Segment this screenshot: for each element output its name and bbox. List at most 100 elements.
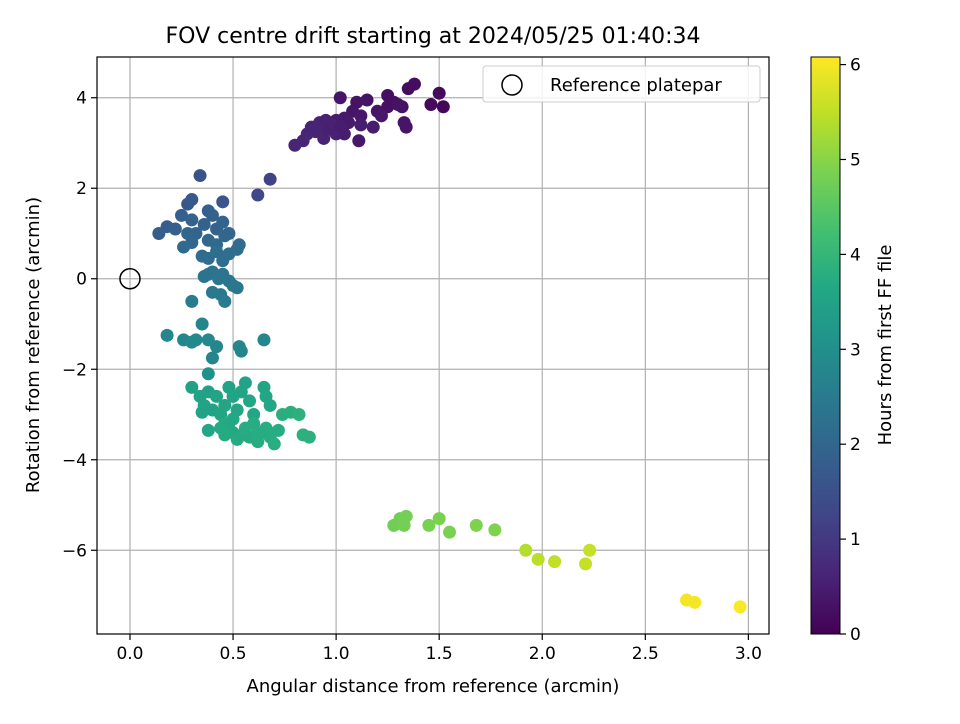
data-point [210, 389, 224, 403]
data-point [181, 226, 195, 240]
colorbar-label: Hours from first FF file [875, 245, 896, 446]
colorbar-ticks: 0 1 2 3 4 5 6 [840, 56, 861, 645]
data-point [352, 134, 366, 148]
data-point [234, 344, 248, 358]
data-point [222, 226, 236, 240]
data-point [243, 394, 257, 408]
plot-frame [96, 56, 770, 635]
data-point [185, 294, 199, 308]
data-point [354, 109, 368, 123]
data-point [292, 408, 306, 422]
data-point [257, 333, 271, 347]
data-point [436, 100, 450, 114]
data-point [432, 86, 446, 100]
data-point [185, 380, 199, 394]
data-point [267, 437, 281, 451]
colorbar-tick-label: 2 [850, 435, 861, 455]
data-point [185, 193, 199, 207]
data-point [424, 98, 438, 112]
data-point [366, 120, 380, 134]
data-point [218, 428, 232, 442]
data-point [333, 91, 347, 105]
y-tick-label: −6 [62, 541, 87, 561]
x-tick-label: 0.5 [220, 644, 247, 664]
data-point [271, 423, 285, 437]
data-point [205, 351, 219, 365]
data-point [519, 543, 533, 557]
colorbar-tick-label: 5 [850, 150, 861, 170]
data-point [238, 376, 252, 390]
data-point [168, 222, 182, 236]
data-point [216, 195, 230, 209]
data-point [350, 95, 364, 109]
data-point [195, 317, 209, 331]
data-point [548, 555, 562, 569]
data-point [218, 294, 232, 308]
legend-marker-reference [501, 74, 523, 96]
data-point [302, 430, 316, 444]
data-point [374, 109, 388, 123]
data-point [531, 552, 545, 566]
data-point [432, 512, 446, 526]
legend: Reference platepar [482, 65, 761, 103]
data-point [251, 426, 265, 440]
data-point [197, 217, 211, 231]
data-point [337, 127, 351, 141]
colorbar-tick-label: 6 [850, 56, 861, 76]
data-point [583, 543, 597, 557]
reference-layer [119, 267, 141, 290]
y-axis-ticks: −6 −4 −2 0 2 4 [62, 89, 97, 561]
x-tick-label: 2.0 [529, 644, 556, 664]
data-point [201, 423, 215, 437]
x-axis-ticks: 0.0 0.5 1.0 1.5 2.0 2.5 3.0 [116, 634, 762, 664]
plot-area [96, 56, 770, 635]
legend-box [482, 65, 761, 103]
data-point [201, 367, 215, 381]
grid-lines [97, 57, 769, 634]
data-point [579, 557, 593, 571]
data-point [210, 340, 224, 354]
data-point [395, 100, 409, 114]
y-axis-label: Rotation from reference (arcmin) [23, 197, 44, 493]
colorbar-tick-label: 0 [850, 625, 861, 645]
data-point [218, 398, 232, 412]
y-tick-label: 4 [76, 89, 87, 109]
data-point [263, 172, 277, 186]
colorbar: 0 1 2 3 4 5 6 Hours from first FF file [810, 56, 896, 645]
data-point [177, 240, 191, 254]
data-point [226, 412, 240, 426]
x-tick-label: 3.0 [735, 644, 762, 664]
x-tick-label: 0.0 [116, 644, 143, 664]
colorbar-tick-label: 1 [850, 530, 861, 550]
data-point [354, 118, 368, 132]
data-point [216, 215, 230, 229]
data-point [360, 93, 374, 107]
data-point [399, 120, 413, 134]
data-point [488, 523, 502, 537]
colorbar-tick-label: 3 [850, 340, 861, 360]
data-point [407, 77, 421, 91]
colorbar-tick-label: 4 [850, 245, 861, 265]
chart-title: FOV centre drift starting at 2024/05/25 … [166, 24, 701, 49]
data-point [185, 213, 199, 227]
data-point [251, 188, 265, 202]
y-tick-label: −2 [62, 360, 87, 380]
data-point [160, 328, 174, 342]
data-point [230, 281, 244, 295]
data-point [263, 398, 277, 412]
data-point [422, 518, 436, 532]
data-point [688, 595, 702, 609]
data-point [319, 113, 333, 127]
colorbar-gradient [810, 56, 841, 635]
data-point [469, 518, 483, 532]
data-point [247, 408, 261, 422]
data-point [205, 208, 219, 222]
reference-platepar-marker [119, 267, 141, 290]
data-points [152, 77, 747, 614]
x-tick-label: 2.5 [632, 644, 659, 664]
data-point [193, 169, 207, 183]
data-point [442, 525, 456, 539]
x-tick-label: 1.5 [426, 644, 453, 664]
